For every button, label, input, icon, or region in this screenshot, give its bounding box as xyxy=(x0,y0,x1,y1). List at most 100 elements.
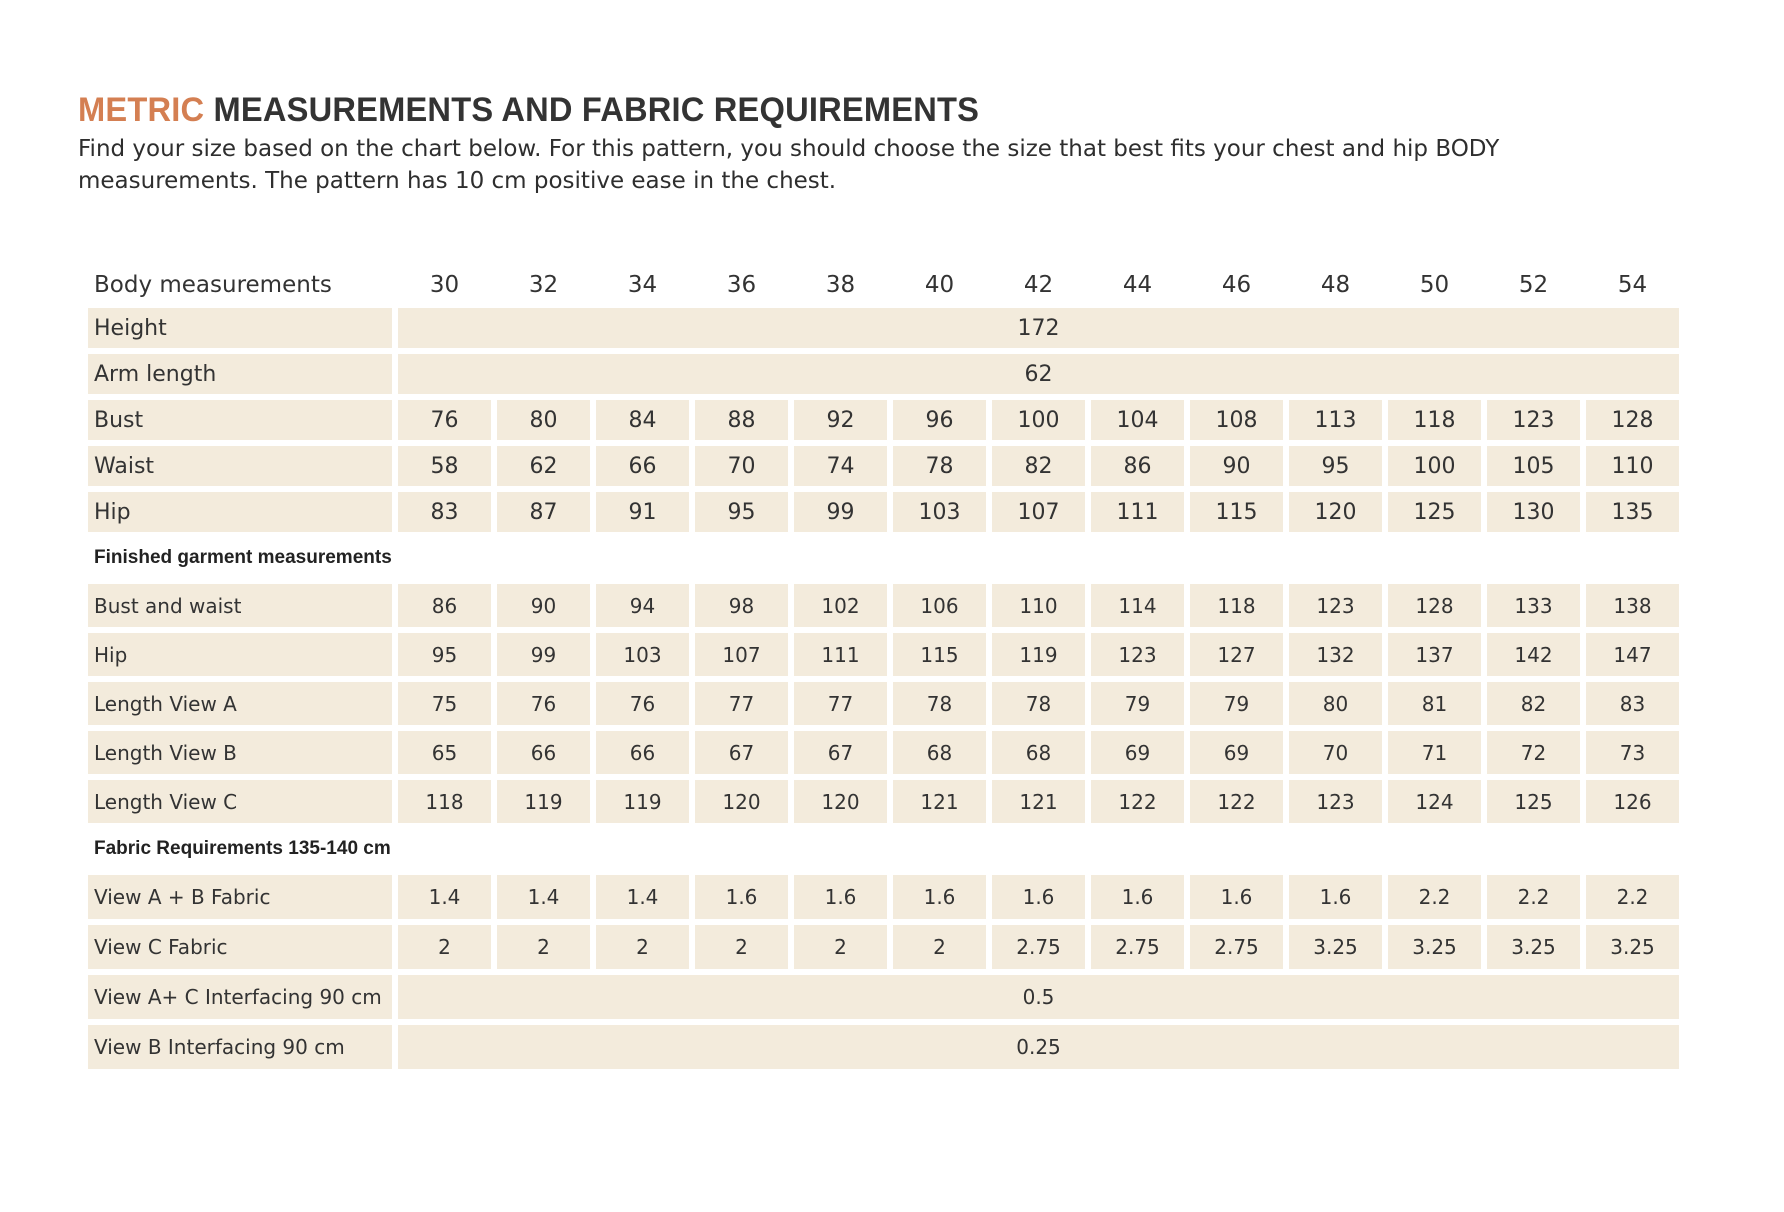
hip-cell: 120 xyxy=(1289,492,1382,532)
interfacing-b-value: 0.25 xyxy=(398,1025,1679,1069)
bust-cell: 88 xyxy=(695,400,788,440)
bust-row: Bust 76 80 84 88 92 96 100 104 108 113 1… xyxy=(88,400,1679,440)
view-ab-fabric-cell: 1.4 xyxy=(398,875,491,919)
finished-bust-waist-cell: 106 xyxy=(893,584,986,627)
height-value: 172 xyxy=(398,308,1679,348)
row-label: Bust and waist xyxy=(88,584,392,627)
length-a-cell: 79 xyxy=(1091,682,1184,725)
row-label: Hip xyxy=(88,633,392,676)
finished-bust-waist-cell: 98 xyxy=(695,584,788,627)
view-c-fabric-cell: 2.75 xyxy=(992,925,1085,969)
waist-cell: 90 xyxy=(1190,446,1283,486)
waist-cell: 70 xyxy=(695,446,788,486)
finished-bust-waist-cell: 138 xyxy=(1586,584,1679,627)
hip-cell: 83 xyxy=(398,492,491,532)
bust-cell: 108 xyxy=(1190,400,1283,440)
view-ab-fabric-cell: 1.6 xyxy=(893,875,986,919)
bust-cell: 96 xyxy=(893,400,986,440)
row-label: Hip xyxy=(88,492,392,532)
bust-cell: 113 xyxy=(1289,400,1382,440)
title-accent: METRIC xyxy=(78,91,205,129)
finished-bust-waist-row: Bust and waist 86 90 94 98 102 106 110 1… xyxy=(88,584,1679,627)
length-b-cell: 66 xyxy=(497,731,590,774)
view-c-fabric-cell: 3.25 xyxy=(1388,925,1481,969)
finished-bust-waist-cell: 86 xyxy=(398,584,491,627)
length-b-cell: 67 xyxy=(695,731,788,774)
view-c-fabric-cell: 3.25 xyxy=(1487,925,1580,969)
view-ab-fabric-row: View A + B Fabric 1.4 1.4 1.4 1.6 1.6 1.… xyxy=(88,875,1679,919)
row-label: Length View B xyxy=(88,731,392,774)
finished-bust-waist-cell: 110 xyxy=(992,584,1085,627)
view-c-fabric-cell: 2.75 xyxy=(1091,925,1184,969)
hip-cell: 87 xyxy=(497,492,590,532)
finished-bust-waist-cell: 118 xyxy=(1190,584,1283,627)
finished-bust-waist-cell: 114 xyxy=(1091,584,1184,627)
interfacing-ac-value: 0.5 xyxy=(398,975,1679,1019)
row-label: Waist xyxy=(88,446,392,486)
waist-cell: 66 xyxy=(596,446,689,486)
bust-cell: 84 xyxy=(596,400,689,440)
view-ab-fabric-cell: 1.6 xyxy=(1091,875,1184,919)
bust-cell: 100 xyxy=(992,400,1085,440)
finished-hip-cell: 99 xyxy=(497,633,590,676)
waist-cell: 78 xyxy=(893,446,986,486)
waist-cell: 100 xyxy=(1388,446,1481,486)
waist-row: Waist 58 62 66 70 74 78 82 86 90 95 100 … xyxy=(88,446,1679,486)
length-a-cell: 78 xyxy=(992,682,1085,725)
size-header: 40 xyxy=(924,272,955,298)
finished-hip-cell: 103 xyxy=(596,633,689,676)
finished-hip-cell: 123 xyxy=(1091,633,1184,676)
length-c-cell: 118 xyxy=(398,780,491,823)
length-view-a-row: Length View A 75 76 76 77 77 78 78 79 79… xyxy=(88,682,1679,725)
row-label: View C Fabric xyxy=(88,925,392,969)
length-c-cell: 125 xyxy=(1487,780,1580,823)
finished-hip-cell: 137 xyxy=(1388,633,1481,676)
view-ab-fabric-cell: 2.2 xyxy=(1487,875,1580,919)
interfacing-b-row: View B Interfacing 90 cm 0.25 xyxy=(88,1025,1679,1069)
finished-hip-cell: 111 xyxy=(794,633,887,676)
waist-cell: 95 xyxy=(1289,446,1382,486)
length-c-cell: 120 xyxy=(695,780,788,823)
length-a-cell: 83 xyxy=(1586,682,1679,725)
bust-cell: 123 xyxy=(1487,400,1580,440)
arm-length-value: 62 xyxy=(398,354,1679,394)
size-header: 46 xyxy=(1221,272,1252,298)
finished-bust-waist-cell: 94 xyxy=(596,584,689,627)
view-ab-fabric-cell: 1.6 xyxy=(794,875,887,919)
size-header: 38 xyxy=(825,272,856,298)
length-b-cell: 72 xyxy=(1487,731,1580,774)
row-label: Arm length xyxy=(88,354,392,394)
size-header: 42 xyxy=(1023,272,1054,298)
length-c-cell: 122 xyxy=(1190,780,1283,823)
length-a-cell: 76 xyxy=(596,682,689,725)
finished-hip-cell: 115 xyxy=(893,633,986,676)
length-a-cell: 77 xyxy=(695,682,788,725)
view-c-fabric-row: View C Fabric 2 2 2 2 2 2 2.75 2.75 2.75… xyxy=(88,925,1679,969)
size-chart-table: Body measurements 30 32 34 36 38 40 42 4… xyxy=(82,262,1685,1075)
length-view-b-row: Length View B 65 66 66 67 67 68 68 69 69… xyxy=(88,731,1679,774)
waist-cell: 110 xyxy=(1586,446,1679,486)
view-ab-fabric-cell: 2.2 xyxy=(1586,875,1679,919)
finished-section-row: Finished garment measurements xyxy=(88,538,1679,578)
page-title: METRIC MEASUREMENTS AND FABRIC REQUIREME… xyxy=(78,91,979,130)
length-b-cell: 66 xyxy=(596,731,689,774)
view-ab-fabric-cell: 1.6 xyxy=(1289,875,1382,919)
size-header: 36 xyxy=(726,272,757,298)
view-c-fabric-cell: 2.75 xyxy=(1190,925,1283,969)
view-c-fabric-cell: 3.25 xyxy=(1289,925,1382,969)
waist-cell: 86 xyxy=(1091,446,1184,486)
row-label: Height xyxy=(88,308,392,348)
hip-cell: 107 xyxy=(992,492,1085,532)
view-ab-fabric-cell: 2.2 xyxy=(1388,875,1481,919)
fabric-requirements-heading: Fabric Requirements 135-140 cm xyxy=(94,838,391,859)
row-label: Length View A xyxy=(88,682,392,725)
finished-bust-waist-cell: 123 xyxy=(1289,584,1382,627)
length-c-cell: 122 xyxy=(1091,780,1184,823)
bust-cell: 104 xyxy=(1091,400,1184,440)
finished-bust-waist-cell: 102 xyxy=(794,584,887,627)
view-ab-fabric-cell: 1.4 xyxy=(596,875,689,919)
view-c-fabric-cell: 2 xyxy=(398,925,491,969)
size-header-row: Body measurements 30 32 34 36 38 40 42 4… xyxy=(88,268,1679,302)
row-label: View A + B Fabric xyxy=(88,875,392,919)
finished-hip-cell: 147 xyxy=(1586,633,1679,676)
